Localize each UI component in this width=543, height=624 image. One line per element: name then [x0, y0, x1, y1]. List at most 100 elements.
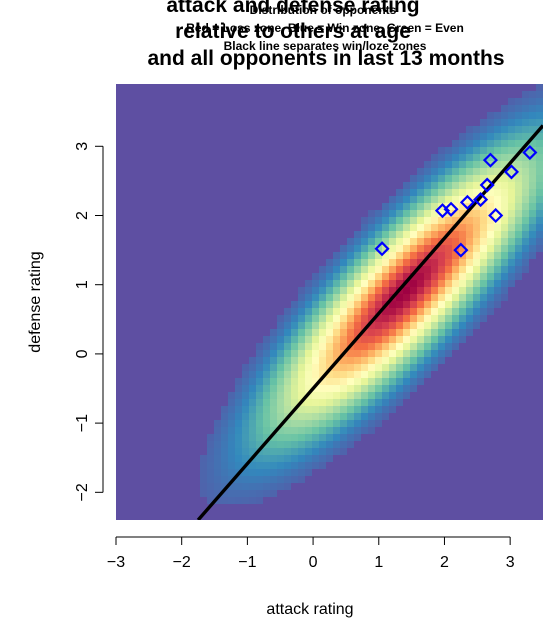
heatmap-cell: [298, 455, 306, 463]
heatmap-cell: [186, 189, 194, 197]
heatmap-cell: [249, 259, 257, 267]
heatmap-cell: [438, 196, 446, 204]
heatmap-cell: [221, 336, 229, 344]
heatmap-cell: [494, 441, 502, 449]
heatmap-cell: [501, 175, 509, 183]
heatmap-cell: [396, 483, 404, 491]
heatmap-cell: [221, 105, 229, 113]
heatmap-cell: [501, 364, 509, 372]
heatmap-cell: [431, 385, 439, 393]
heatmap-cell: [522, 329, 530, 337]
heatmap-cell: [207, 462, 215, 470]
heatmap-cell: [410, 441, 418, 449]
heatmap-cell: [403, 287, 411, 295]
heatmap-cell: [116, 357, 124, 365]
heatmap-cell: [249, 84, 257, 92]
heatmap-cell: [270, 231, 278, 239]
heatmap-cell: [368, 329, 376, 337]
heatmap-cell: [186, 196, 194, 204]
heatmap-cell: [256, 385, 264, 393]
heatmap-cell: [347, 420, 355, 428]
heatmap-cell: [522, 371, 530, 379]
heatmap-cell: [165, 308, 173, 316]
heatmap-cell: [312, 343, 320, 351]
heatmap-cell: [382, 441, 390, 449]
heatmap-cell: [396, 112, 404, 120]
heatmap-cell: [326, 161, 334, 169]
heatmap-cell: [501, 462, 509, 470]
heatmap-cell: [452, 462, 460, 470]
heatmap-cell: [536, 413, 543, 421]
heatmap-cell: [340, 182, 348, 190]
heatmap-cell: [424, 119, 432, 127]
heatmap-cell: [123, 126, 131, 134]
heatmap-cell: [438, 245, 446, 253]
heatmap-cell: [445, 434, 453, 442]
heatmap-cell: [431, 315, 439, 323]
heatmap-cell: [396, 259, 404, 267]
heatmap-cell: [298, 203, 306, 211]
heatmap-cell: [312, 455, 320, 463]
heatmap-cell: [375, 105, 383, 113]
heatmap-cell: [326, 294, 334, 302]
heatmap-cell: [305, 413, 313, 421]
heatmap-cell: [319, 84, 327, 92]
heatmap-cell: [228, 217, 236, 225]
heatmap-cell: [298, 98, 306, 106]
heatmap-cell: [193, 385, 201, 393]
heatmap-cell: [144, 315, 152, 323]
heatmap-cell: [403, 357, 411, 365]
heatmap-cell: [137, 301, 145, 309]
heatmap-cell: [291, 259, 299, 267]
heatmap-cell: [214, 294, 222, 302]
heatmap-cell: [193, 441, 201, 449]
heatmap-cell: [445, 273, 453, 281]
heatmap-cell: [235, 266, 243, 274]
heatmap-cell: [487, 483, 495, 491]
heatmap-cell: [256, 280, 264, 288]
heatmap-cell: [235, 112, 243, 120]
heatmap-cell: [431, 350, 439, 358]
heatmap-cell: [368, 147, 376, 155]
heatmap-cell: [515, 357, 523, 365]
heatmap-cell: [515, 434, 523, 442]
heatmap-cell: [459, 420, 467, 428]
heatmap-cell: [473, 455, 481, 463]
heatmap-cell: [193, 392, 201, 400]
heatmap-cell: [347, 357, 355, 365]
heatmap-cell: [235, 84, 243, 92]
heatmap-cell: [221, 413, 229, 421]
heatmap-cell: [193, 217, 201, 225]
heatmap-cell: [179, 280, 187, 288]
heatmap-cell: [277, 308, 285, 316]
heatmap-cell: [326, 455, 334, 463]
heatmap-cell: [277, 490, 285, 498]
heatmap-cell: [305, 224, 313, 232]
heatmap-cell: [452, 434, 460, 442]
heatmap-cell: [473, 154, 481, 162]
heatmap-cell: [158, 455, 166, 463]
heatmap-cell: [298, 371, 306, 379]
heatmap-cell: [172, 112, 180, 120]
heatmap-cell: [179, 210, 187, 218]
heatmap-cell: [466, 490, 474, 498]
heatmap-cell: [452, 301, 460, 309]
heatmap-cell: [382, 343, 390, 351]
heatmap-cell: [326, 406, 334, 414]
heatmap-cell: [179, 441, 187, 449]
heatmap-cell: [494, 504, 502, 512]
heatmap-cell: [382, 371, 390, 379]
heatmap-cell: [445, 280, 453, 288]
heatmap-cell: [403, 119, 411, 127]
heatmap-cell: [123, 91, 131, 99]
heatmap-cell: [165, 385, 173, 393]
heatmap-cell: [207, 210, 215, 218]
heatmap-cell: [487, 350, 495, 358]
heatmap-cell: [452, 469, 460, 477]
heatmap-cell: [410, 266, 418, 274]
heatmap-cell: [298, 161, 306, 169]
heatmap-cell: [151, 483, 159, 491]
heatmap-cell: [445, 91, 453, 99]
heatmap-cell: [529, 343, 537, 351]
heatmap-cell: [186, 483, 194, 491]
